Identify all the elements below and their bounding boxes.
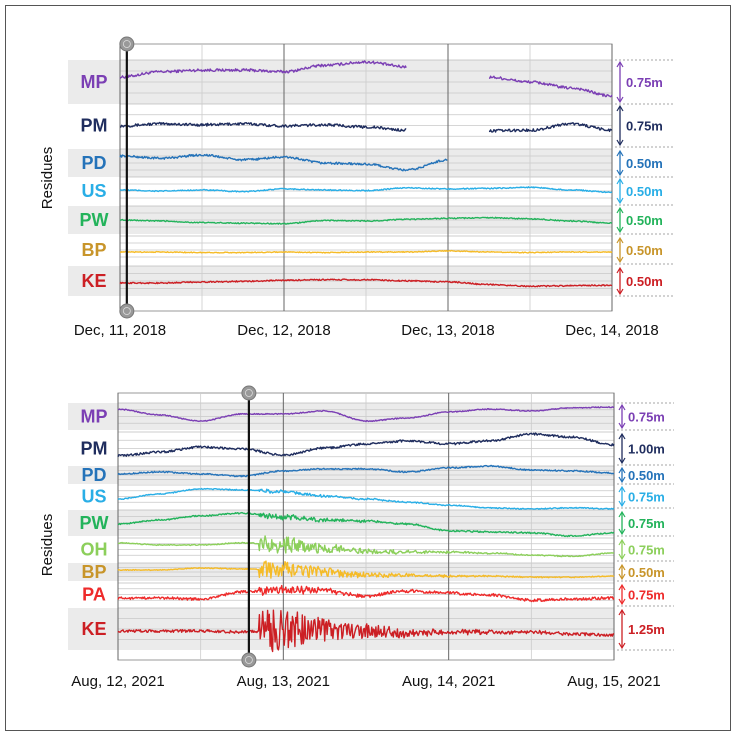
series-line-pa [117,584,615,603]
scale-bar-arrows [616,60,624,104]
x-tick-label: Dec, 14, 2018 [565,322,658,339]
scale-label: 0.50m [626,184,663,199]
station-label-pm: PM [81,439,108,459]
scale-label: 0.75m [628,410,665,425]
x-tick-label: Aug, 12, 2021 [71,673,164,690]
station-label-pw: PW [80,210,109,230]
scale-bar-arrows [618,538,626,561]
marker-knob-icon [241,652,257,668]
station-label-ke: KE [81,271,106,291]
station-label-oh: OH [81,540,108,560]
scale-bar-arrows [616,149,624,177]
marker-knob-ring [244,656,253,664]
scale-bar-arrows [618,563,626,581]
station-label-us: US [81,181,106,201]
scale-bar-arrows [616,104,624,147]
scale-label: 0.50m [628,565,665,580]
x-tick-label: Dec, 13, 2018 [401,322,494,339]
scale-bar-arrows [616,206,624,234]
scale-label: 0.75m [626,119,663,134]
marker-knob-ring [122,307,131,315]
series-line-pd [119,153,448,172]
series-line-us [117,487,615,510]
series-line-pw [117,511,615,538]
y-axis-label-bottom: Residues [39,514,56,577]
station-label-pd: PD [81,465,106,485]
scale-bar-arrows [616,266,624,296]
series-line-pm [119,121,613,133]
scale-bar-arrows [616,177,624,205]
scale-bar-arrows [618,583,626,606]
scale-label: 0.75m [628,588,665,603]
scale-label: 0.50m [626,213,663,228]
station-label-bp: BP [81,562,106,582]
station-label-pw: PW [80,513,109,533]
marker-knob-icon [119,303,135,319]
scale-bar-arrows [618,466,626,484]
series-line-pm [117,432,615,458]
x-tick-label: Aug, 14, 2021 [402,673,495,690]
scale-bar-arrows [618,510,626,536]
marker-knob-icon [241,385,257,401]
x-tick-label: Dec, 11, 2018 [74,322,166,339]
x-tick-label: Aug, 13, 2021 [237,673,330,690]
scale-bar-arrows [618,403,626,430]
x-tick-label: Dec, 12, 2018 [237,322,330,339]
x-tick-label: Aug, 15, 2021 [567,673,660,690]
scale-label: 1.00m [628,442,665,457]
scale-label: 0.75m [626,75,663,90]
series-line-bp [119,249,613,254]
scale-bar-arrows [616,236,624,264]
station-label-mp: MP [81,72,108,92]
station-label-mp: MP [81,407,108,427]
scale-bar-arrows [618,485,626,508]
scale-label: 0.75m [628,543,665,558]
bottom-panel: Aug, 12, 2021 Aug, 13, 2021 Aug, 14, 2021 A… [68,385,674,690]
scale-label: 0.50m [626,156,663,171]
station-label-us: US [81,487,106,507]
series-line-ke [119,278,612,288]
scale-label: 0.50m [626,274,663,289]
scale-label: 0.50m [628,468,665,483]
scale-bar-arrows [618,608,626,650]
station-label-pd: PD [81,153,106,173]
series-line-oh [118,535,615,558]
station-label-pm: PM [81,116,108,136]
series-line-bp [117,560,615,579]
station-label-bp: BP [81,240,106,260]
scale-bar-arrows [618,432,626,465]
scale-label: 0.50m [626,243,663,258]
scale-label: 0.75m [628,516,665,531]
top-panel: Dec, 11, 2018 Dec, 12, 2018 Dec, 13, 2018 D… [68,36,674,339]
series-line-ke [117,609,615,653]
scale-label: 0.75m [628,490,665,505]
series-line-mp [119,60,613,98]
series-line-pd [117,464,615,478]
station-label-ke: KE [81,619,106,639]
station-label-pa: PA [82,585,106,605]
y-axis-label-top: Residues [39,147,56,210]
series-line-mp [117,406,615,423]
series-line-pw [119,216,613,225]
marker-knob-ring [244,389,253,397]
marker-knob-icon [119,36,135,52]
scale-label: 1.25m [628,622,665,637]
marker-knob-ring [122,40,131,48]
series-line-us [119,186,613,194]
